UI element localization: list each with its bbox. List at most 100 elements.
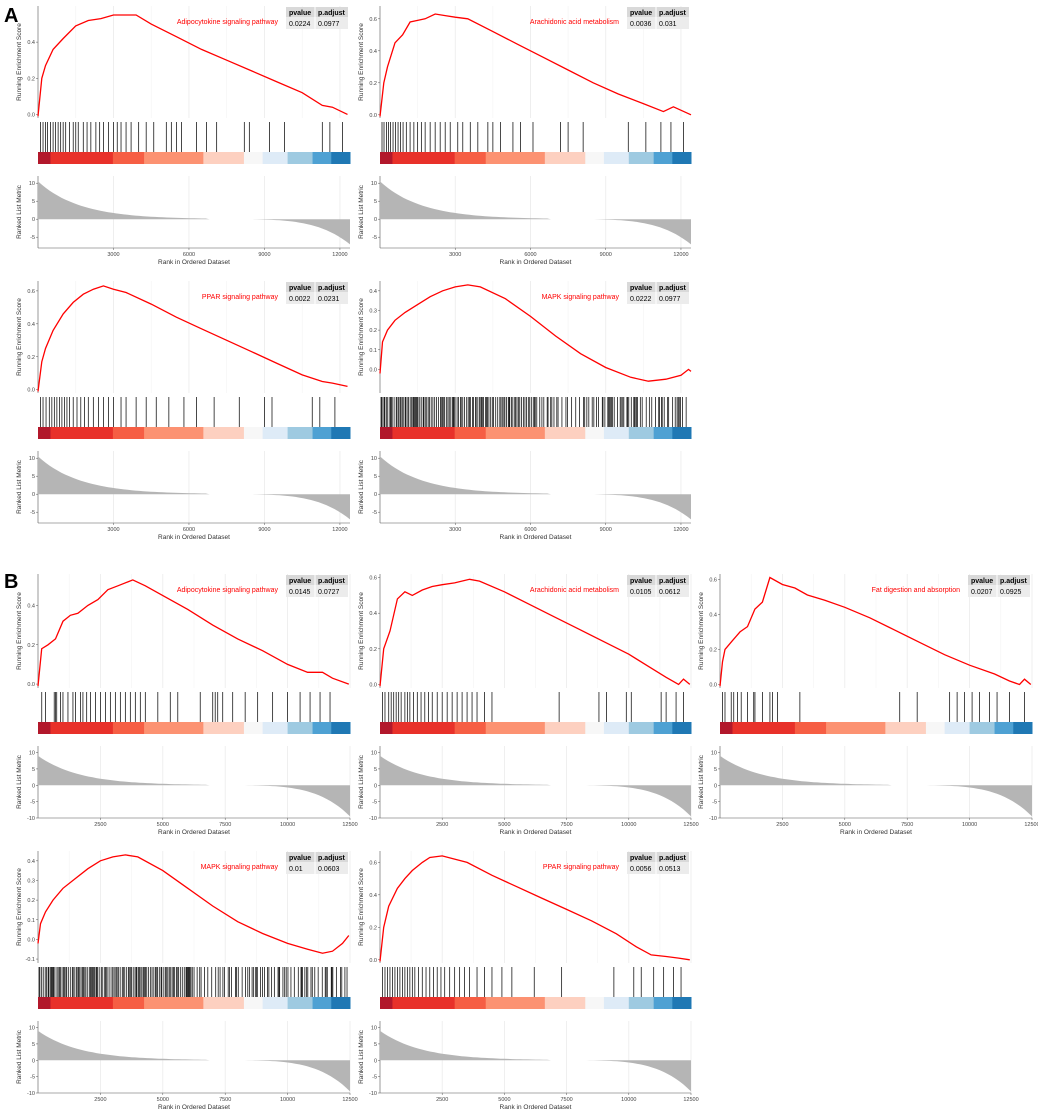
metric-ytick-label-2: 0 — [374, 217, 377, 223]
x-axis-title: Rank in Ordered Dataset — [500, 259, 572, 266]
table-header-bg — [627, 852, 689, 862]
es-ytick-label-3: 0.6 — [369, 576, 377, 582]
es-axis-title: Running Enrichment Score — [698, 592, 705, 670]
metric-ytick-label-3: -5 — [372, 235, 377, 241]
xtick-label-4: 12500 — [342, 822, 357, 828]
gsea-plot-1: 0.0 0.2 0.4 Running Enrichment Score Adipocy… — [16, 6, 351, 266]
metric-axis-title: Ranked List Metric — [358, 184, 365, 239]
heat-band-segment-0 — [380, 997, 393, 1009]
heat-band-segment-7 — [287, 427, 314, 439]
pvalue-value: 0.0036 — [630, 21, 652, 28]
heat-band-segment-2 — [454, 427, 487, 439]
xtick-label-0: 2500 — [776, 822, 788, 828]
x-axis-title: Rank in Ordered Dataset — [500, 1104, 572, 1109]
xtick-label-3: 12000 — [673, 252, 688, 258]
table-header-pvalue: pvalue — [630, 285, 652, 292]
metric-ytick-label-0: 10 — [371, 456, 377, 462]
metric-ytick-label-3: -5 — [372, 510, 377, 516]
gsea-plot-4: 0.0 0.1 0.2 0.3 0.4 Running Enrichment Score M… — [358, 281, 692, 541]
gene-hit-marks — [40, 122, 343, 152]
metric-ytick-label-2: 0 — [32, 1058, 35, 1064]
heat-band-segment-5 — [585, 722, 605, 734]
metric-ytick-label-3: -5 — [30, 800, 35, 806]
heat-band-segment-9 — [331, 997, 351, 1009]
xtick-label-1: 6000 — [524, 252, 536, 258]
es-ytick-label-2: 0.4 — [27, 322, 35, 328]
heat-band-segment-1 — [392, 427, 456, 439]
es-axis-title: Running Enrichment Score — [358, 23, 365, 101]
metric-ytick-label-3: -5 — [30, 510, 35, 516]
es-ytick-label-3: 0.6 — [709, 577, 717, 583]
heat-band-segment-7 — [628, 997, 655, 1009]
gene-hit-marks — [382, 692, 684, 722]
es-axis-title: Running Enrichment Score — [16, 868, 23, 946]
xtick-label-2: 9000 — [258, 252, 270, 258]
pathway-name: Fat digestion and absorption — [872, 587, 960, 594]
gsea-plot-2: 0.0 0.2 0.4 0.6 Running Enrichment Score Arac… — [358, 6, 692, 266]
table-row-bg — [286, 17, 348, 29]
table-header-pvalue: pvalue — [289, 10, 311, 17]
gsea-plots: 0.0 0.2 0.4 Running Enrichment Score Adipocy… — [16, 6, 1038, 1109]
xtick-label-2: 7500 — [219, 1097, 231, 1103]
es-axis-title: Running Enrichment Score — [16, 592, 23, 670]
heat-band-segment-1 — [50, 997, 114, 1009]
xtick-label-3: 10000 — [280, 1097, 295, 1103]
table-header-pvalue: pvalue — [289, 578, 311, 585]
heat-band-segment-7 — [628, 427, 655, 439]
heat-band-segment-0 — [38, 427, 51, 439]
es-ytick-label-3: 0.6 — [369, 17, 377, 23]
es-ytick-label-1: 0.2 — [369, 647, 377, 653]
heat-band-segment-9 — [331, 722, 351, 734]
es-axis-title: Running Enrichment Score — [358, 868, 365, 946]
heat-band-segment-6 — [262, 427, 289, 439]
table-header-bg — [627, 7, 689, 17]
padjust-value: 0.0977 — [659, 296, 681, 303]
heat-band-segment-3 — [485, 427, 546, 439]
es-ytick-label-0: 0.0 — [369, 958, 377, 964]
xtick-label-0: 3000 — [107, 252, 119, 258]
gsea-plot-8: -0.1 0.0 0.1 0.2 0.3 0.4 Running Enrichment Sc… — [16, 851, 358, 1109]
heat-band-segment-8 — [994, 722, 1014, 734]
heat-band-segment-3 — [826, 722, 886, 734]
xtick-label-3: 10000 — [280, 822, 295, 828]
heat-band-segment-9 — [331, 152, 351, 164]
metric-ytick-label-0: 10 — [29, 181, 35, 187]
gene-hit-marks — [382, 967, 682, 997]
metric-ytick-label-0: 10 — [29, 456, 35, 462]
heat-band-segment-5 — [585, 997, 605, 1009]
table-header-bg — [286, 575, 348, 585]
heat-band-segment-4 — [544, 997, 586, 1009]
xtick-label-0: 3000 — [107, 527, 119, 533]
es-ytick-label-1: 0.2 — [709, 647, 717, 653]
heat-band-segment-8 — [312, 997, 332, 1009]
table-header-padjust: p.adjust — [318, 10, 346, 17]
heat-band-segment-0 — [380, 152, 393, 164]
x-axis-title: Rank in Ordered Dataset — [158, 1104, 230, 1109]
es-ytick-label-3: 0.6 — [369, 860, 377, 866]
heat-band-segment-1 — [50, 722, 114, 734]
heat-band-segment-6 — [603, 152, 630, 164]
enrichment-curve — [37, 579, 350, 687]
metric-ytick-label-1: 5 — [32, 1042, 35, 1048]
es-axis-title: Running Enrichment Score — [358, 298, 365, 376]
xtick-label-2: 7500 — [560, 1097, 572, 1103]
gene-hit-marks — [41, 692, 331, 722]
xtick-label-1: 6000 — [183, 252, 195, 258]
xtick-label-3: 12000 — [332, 252, 347, 258]
xtick-label-1: 6000 — [183, 527, 195, 533]
es-ytick-label-3: 0.2 — [27, 898, 35, 904]
heat-band-segment-6 — [603, 427, 630, 439]
metric-ytick-label-3: -5 — [712, 800, 717, 806]
pvalue-value: 0.0105 — [630, 589, 652, 596]
metric-ytick-label-3: -5 — [372, 1075, 377, 1081]
heat-band-segment-8 — [312, 427, 332, 439]
gene-hit-marks — [380, 397, 687, 427]
xtick-label-2: 7500 — [901, 822, 913, 828]
heat-band-segment-8 — [653, 722, 673, 734]
metric-ytick-label-3: -5 — [372, 800, 377, 806]
gene-hit-marks — [381, 122, 684, 152]
metric-ytick-label-2: 0 — [374, 1058, 377, 1064]
heat-band-segment-7 — [628, 722, 655, 734]
table-header-padjust: p.adjust — [659, 285, 687, 292]
